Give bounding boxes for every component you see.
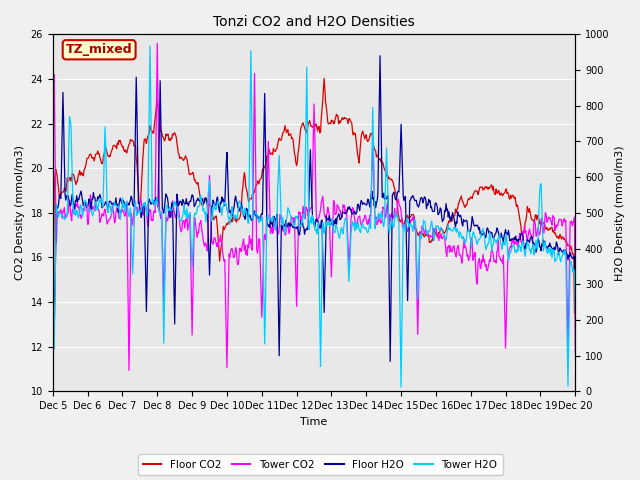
- Y-axis label: CO2 Density (mmol/m3): CO2 Density (mmol/m3): [15, 145, 25, 280]
- Line: Tower H2O: Tower H2O: [52, 46, 575, 387]
- Legend: Floor CO2, Tower CO2, Floor H2O, Tower H2O: Floor CO2, Tower CO2, Floor H2O, Tower H…: [138, 455, 502, 475]
- Title: Tonzi CO2 and H2O Densities: Tonzi CO2 and H2O Densities: [213, 15, 415, 29]
- Text: TZ_mixed: TZ_mixed: [66, 43, 132, 56]
- Line: Tower CO2: Tower CO2: [52, 43, 575, 371]
- X-axis label: Time: Time: [300, 417, 328, 427]
- Line: Floor H2O: Floor H2O: [52, 56, 575, 361]
- Y-axis label: H2O Density (mmol/m3): H2O Density (mmol/m3): [615, 145, 625, 281]
- Line: Floor CO2: Floor CO2: [52, 78, 575, 313]
